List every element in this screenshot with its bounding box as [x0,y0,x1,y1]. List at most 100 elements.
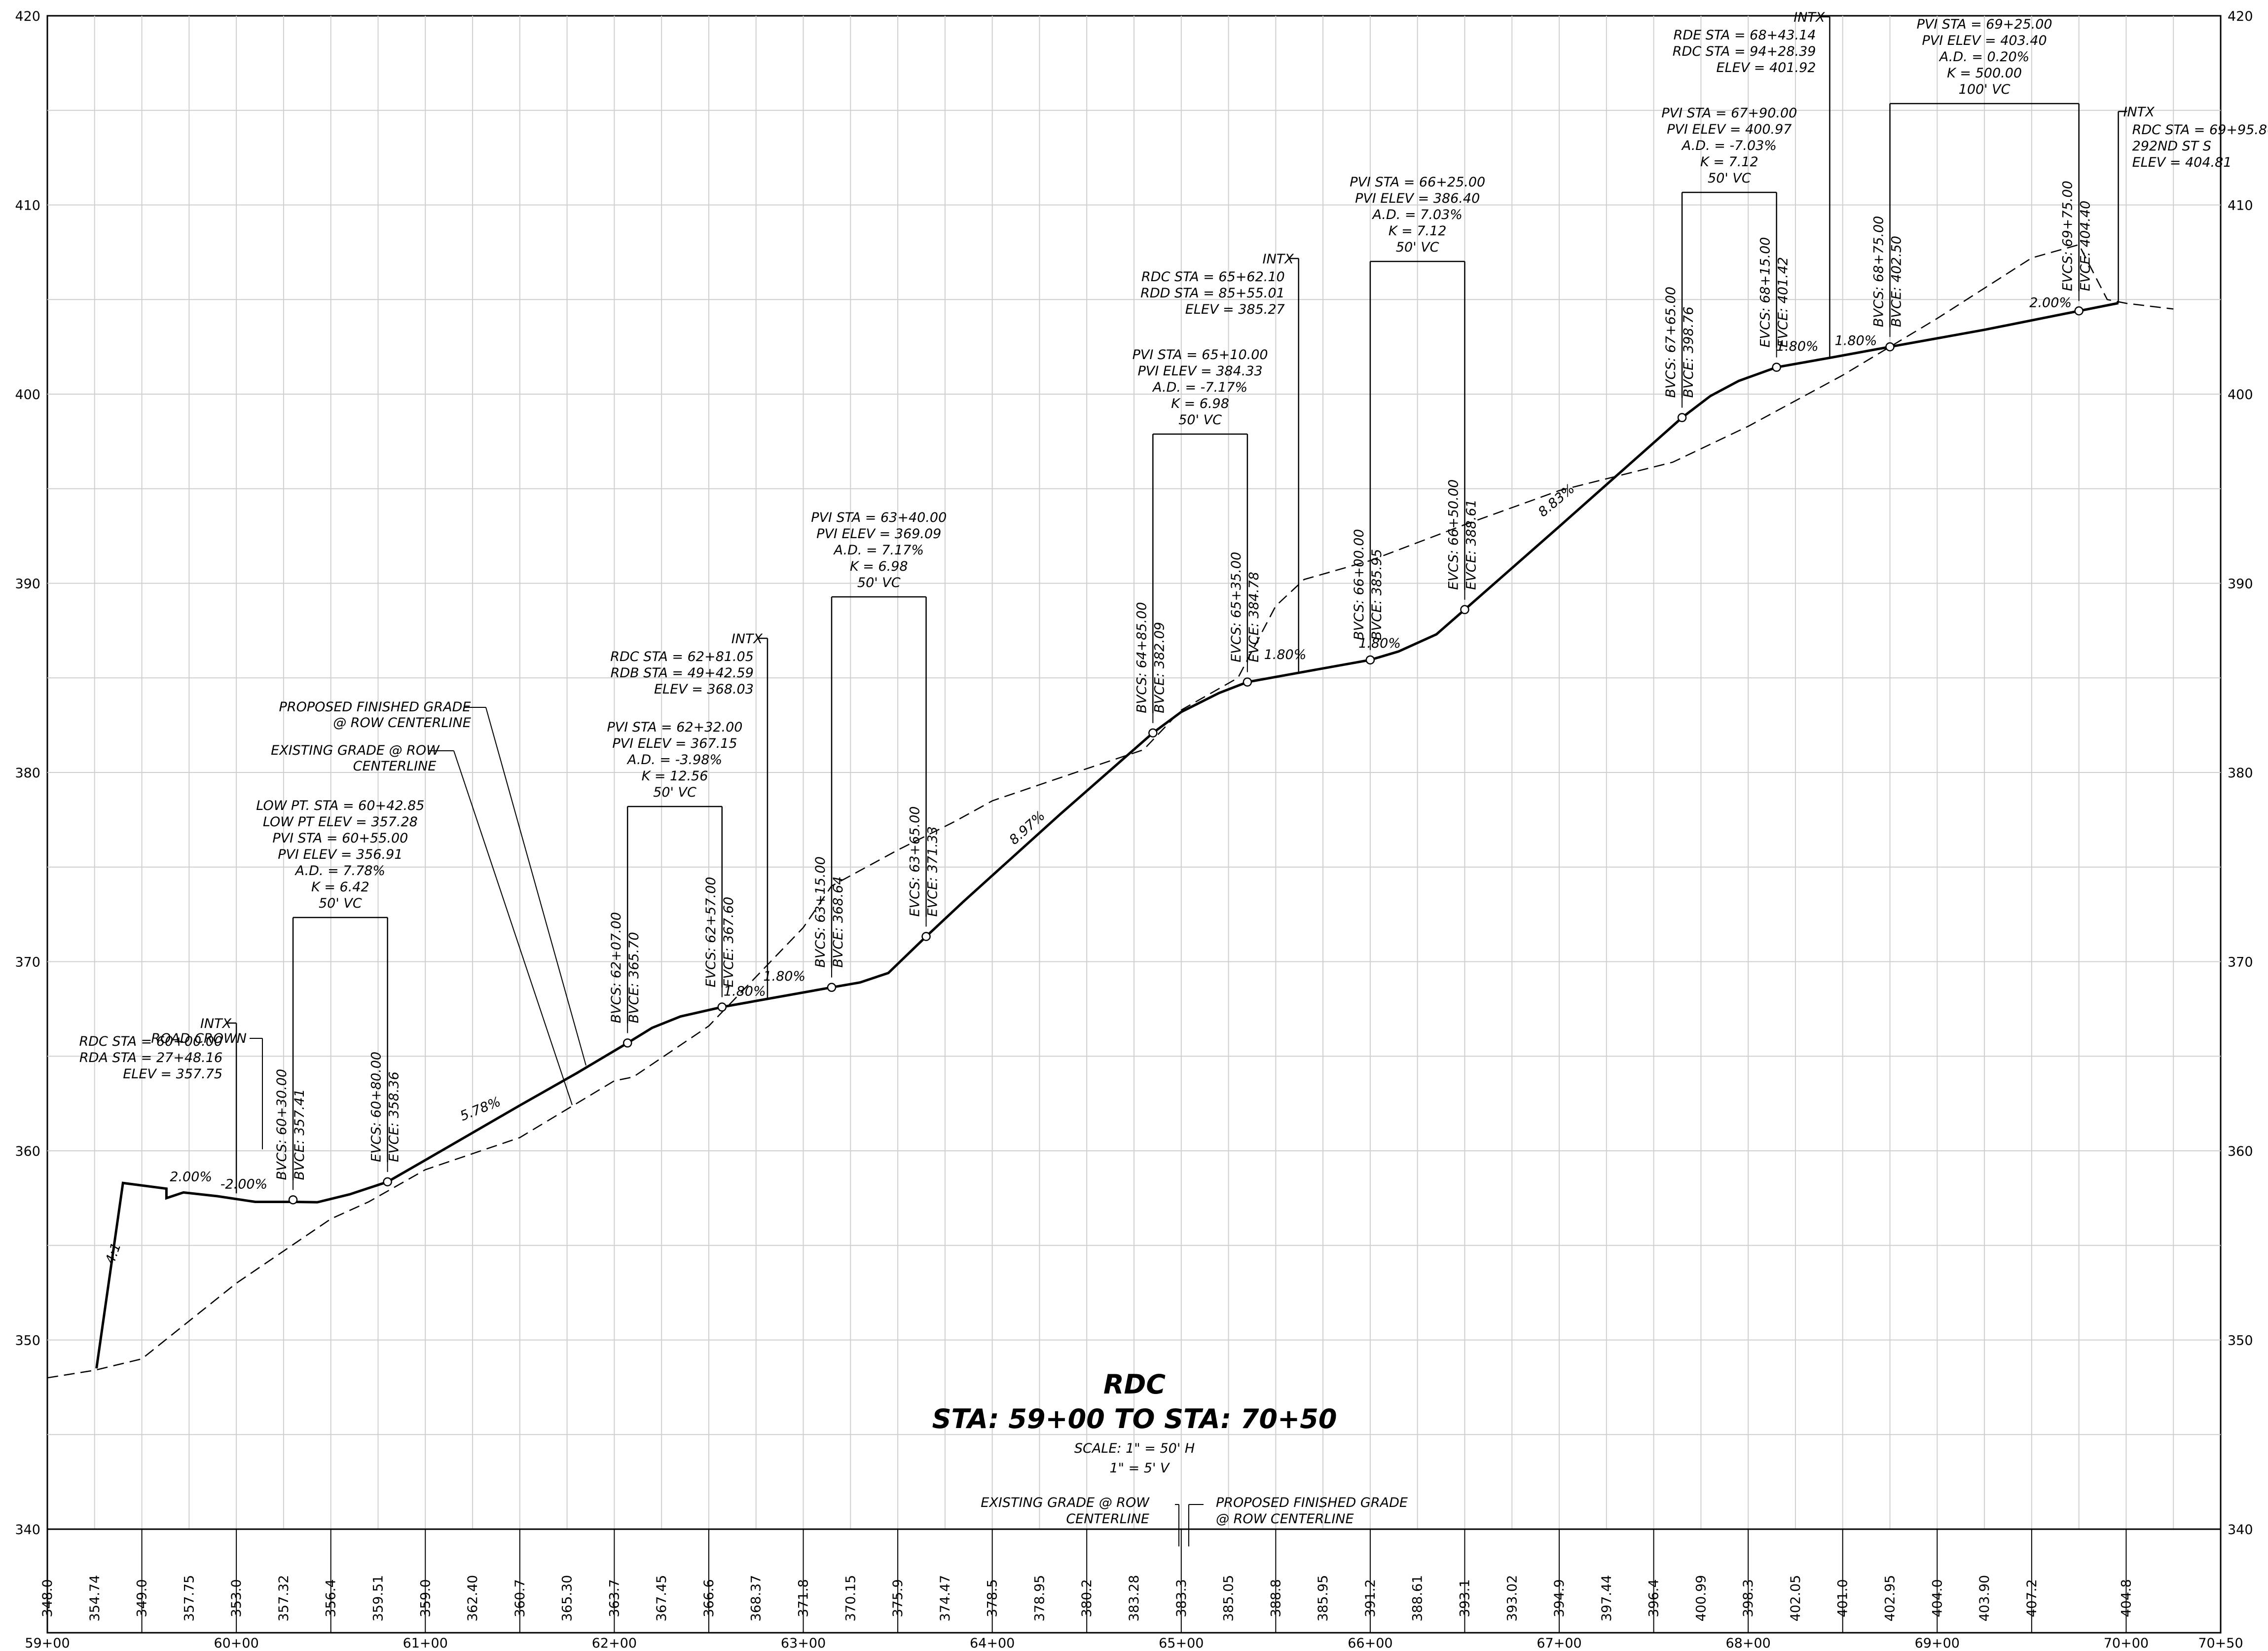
intx-annotation-line: ELEV = 357.75 [123,1066,222,1082]
curve-annotation-line: 50' VC [857,575,901,590]
proposed-elevation-value: 383.28 [1127,1575,1142,1621]
vertical-curve-station: BVCS: 64+85.00 [1134,602,1149,713]
station-tick-label: 70+50 [2198,1636,2243,1651]
grade-percent-label: 1.80% [1358,636,1401,651]
vertical-curve-elevation: EVCE: 358.36 [387,1071,402,1162]
existing-elevation-value: 380.2 [1079,1579,1095,1617]
vertical-curve-point [1772,363,1781,372]
curve-annotation-line: LOW PT. STA = 60+42.85 [256,798,424,813]
bottom-legend-proposed-line2: @ ROW CENTERLINE [1216,1511,1354,1527]
vertical-curve-elevation: EVCE: 367.60 [721,897,736,988]
existing-elevation-value: 391.2 [1363,1579,1378,1617]
curve-annotation-line: K = 7.12 [1389,223,1447,239]
vertical-curve-point [622,1038,632,1048]
drawing-subtitle: STA: 59+00 TO STA: 70+50 [932,1403,1337,1434]
vertical-curve-station: BVCS: 60+30.00 [274,1069,290,1180]
road-crown-callout: ROAD CROWN [151,1031,247,1046]
proposed-elevation-value: 365.30 [560,1575,575,1621]
intx-annotation-line: RDC STA = 94+28.39 [1673,44,1816,59]
intx-annotation-line: RDC STA = 62+81.05 [610,649,754,664]
existing-grade-leader [453,750,573,1105]
y-tick-label: 420 [15,9,40,24]
proposed-elevation-value: 367.45 [654,1575,669,1621]
y-tick-label-right: 350 [2228,1333,2253,1349]
proposed-elevation-value: 354.74 [87,1575,103,1621]
vertical-curve-station: EVCS: 66+50.00 [1446,479,1461,590]
y-tick-label: 390 [15,577,40,592]
curve-annotation-line: LOW PT ELEV = 357.28 [263,814,418,830]
vertical-curve-point [1365,655,1375,665]
intx-annotation-line: RDB STA = 49+42.59 [611,665,754,681]
existing-elevation-value: 371.8 [796,1579,811,1617]
existing-elevation-value: 375.9 [890,1579,906,1617]
bottom-legend-existing: EXISTING GRADE @ ROW [981,1495,1150,1510]
vertical-curve-elevation: EVCE: 404.40 [2078,201,2093,292]
proposed-elevation-value: 368.37 [749,1575,764,1621]
y-tick-label-right: 410 [2228,198,2253,214]
vertical-curve-station: EVCS: 62+57.00 [703,877,719,988]
curve-annotation-line: A.D. = 7.17% [833,543,924,558]
proposed-elevation-value: 357.32 [276,1575,292,1621]
curve-annotation-line: K = 6.42 [311,880,369,895]
proposed-grade-callout: PROPOSED FINISHED GRADE [279,699,471,715]
curve-annotation-line: PVI STA = 63+40.00 [811,510,947,525]
vertical-curve-station: BVCS: 62+07.00 [609,912,624,1023]
drawing-title: RDC [1103,1369,1166,1400]
vertical-curve-point [1460,605,1469,615]
curve-annotation-line: PVI STA = 60+55.00 [272,831,408,846]
intx-annotation-line: ELEV = 368.03 [654,682,754,697]
vertical-curve-elevation: BVCE: 402.50 [1889,236,1904,327]
proposed-elevation-value: 388.61 [1410,1575,1426,1621]
y-tick-label: 400 [15,387,40,403]
intx-annotation-line: RDA STA = 27+48.16 [79,1050,222,1065]
vertical-curve-station: EVCS: 69+75.00 [2060,181,2076,291]
station-tick-label: 66+00 [1348,1636,1392,1651]
proposed-elevation-value: 393.02 [1504,1575,1520,1621]
intx-annotation-line: ELEV = 404.81 [2132,155,2232,170]
grade-percent-label: -2.00% [220,1177,268,1192]
curve-annotation-line: 50' VC [653,785,696,800]
curve-annotation-line: PVI ELEV = 369.09 [816,526,941,542]
y-tick-label: 340 [15,1522,40,1538]
proposed-elevation-value: 359.51 [370,1575,386,1621]
curve-annotation-line: PVI STA = 67+90.00 [1661,106,1797,121]
proposed-elevation-value: 374.47 [938,1575,953,1621]
vertical-curve-elevation: BVCE: 365.70 [626,932,642,1023]
existing-elevation-value: 393.1 [1457,1579,1472,1617]
vertical-curve-station: EVCS: 65+35.00 [1229,552,1244,662]
curve-annotation-line: 50' VC [319,896,362,911]
station-tick-label: 59+00 [25,1636,70,1651]
station-tick-label: 65+00 [1159,1636,1204,1651]
vertical-curve-point [1243,677,1252,687]
existing-elevation-value: 349.0 [135,1579,150,1617]
vertical-curve-point [288,1195,298,1205]
vertical-curve-point [1677,413,1687,422]
station-tick-label: 64+00 [970,1636,1015,1651]
vertical-curve-elevation: BVCE: 357.41 [292,1089,307,1180]
existing-elevation-value: 378.5 [985,1579,1000,1617]
intx-label: INTX [2123,105,2155,120]
curve-annotation-line: A.D. = -7.03% [1681,138,1777,153]
proposed-elevation-value: 402.05 [1788,1575,1803,1621]
existing-elevation-value: 398.3 [1741,1579,1756,1617]
vertical-curve-station: BVCS: 68+75.00 [1871,216,1887,327]
intx-annotation-line: RDD STA = 85+55.01 [1140,286,1285,301]
vertical-curve-elevation: EVCE: 388.61 [1463,499,1479,590]
existing-elevation-value: 404.8 [2119,1579,2134,1617]
y-tick-label: 350 [15,1333,40,1349]
grade-percent-label: 1.80% [1264,647,1307,662]
intx-annotation-line: RDC STA = 65+62.10 [1141,269,1285,285]
vertical-curve-point [2074,306,2084,316]
curve-annotation-line: K = 12.56 [642,769,708,784]
existing-grade-callout: EXISTING GRADE @ ROW [271,743,440,758]
intx-annotation-line: ELEV = 385.27 [1185,302,1285,317]
grade-percent-label: 2.00% [170,1169,212,1184]
y-tick-label-right: 420 [2228,9,2253,24]
vertical-curve-elevation: BVCE: 398.76 [1681,306,1696,398]
intx-annotation-line: RDC STA = 60+00.00 [79,1034,222,1049]
proposed-elevation-value: 385.05 [1221,1575,1237,1621]
curve-annotation-line: PVI STA = 62+32.00 [607,720,743,735]
curve-annotation-line: K = 500.00 [1947,66,2022,81]
vertical-curve-station: BVCS: 66+00.00 [1352,529,1367,640]
scale-line-horizontal: SCALE: 1" = 50' H [1074,1441,1195,1456]
